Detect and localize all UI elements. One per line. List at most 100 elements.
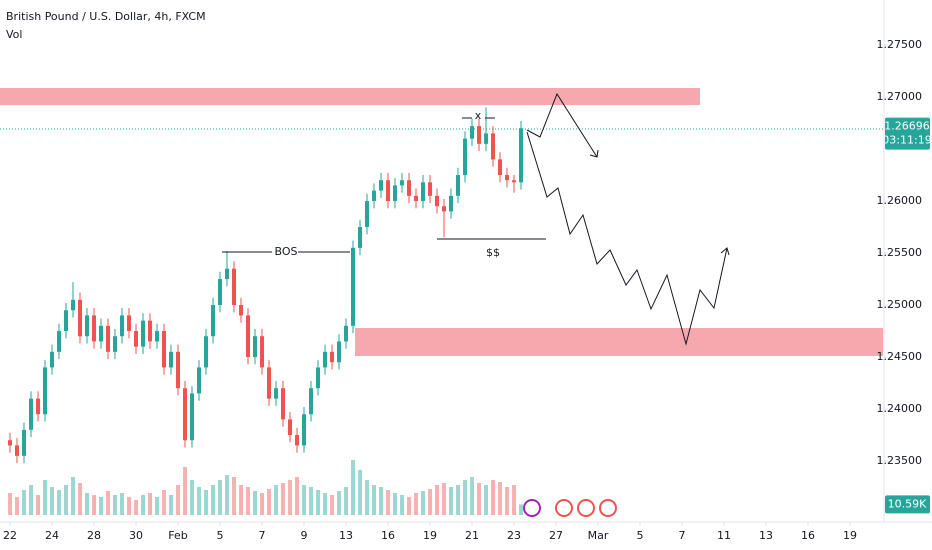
volume-bar xyxy=(288,480,293,515)
volume-bar xyxy=(449,487,454,515)
x-tick-label: 5 xyxy=(217,529,224,542)
candle-body xyxy=(253,336,258,358)
y-tick-label: 1.23500 xyxy=(877,454,923,467)
candle-body xyxy=(267,367,272,399)
candle-body xyxy=(22,429,27,456)
candle-body xyxy=(8,440,13,446)
x-tick-label: Feb xyxy=(168,529,187,542)
candle-body xyxy=(428,182,433,196)
volume-bar xyxy=(491,480,496,515)
volume-bar xyxy=(169,495,174,515)
candle-body xyxy=(365,201,370,228)
volume-bar xyxy=(260,493,265,515)
volume-bar xyxy=(232,477,237,515)
candle-body xyxy=(15,445,20,456)
volume-bar xyxy=(442,483,447,515)
candle-body xyxy=(36,398,41,415)
candle-body xyxy=(449,195,454,212)
supply-zone xyxy=(0,88,700,105)
event-icon xyxy=(555,499,573,517)
volume-bar xyxy=(428,489,433,515)
candle-body xyxy=(64,310,69,332)
candle-body xyxy=(246,315,251,358)
x-tick-label: 24 xyxy=(45,529,59,542)
candle-body xyxy=(169,351,174,368)
candle-body xyxy=(57,331,62,352)
candle-body xyxy=(407,180,412,196)
x-tick-label: 16 xyxy=(381,529,395,542)
volume-bar xyxy=(57,490,62,515)
annotation: BOS xyxy=(275,245,298,258)
volume-bar xyxy=(141,495,146,515)
volume-bar xyxy=(463,480,468,515)
candle-body xyxy=(176,351,181,389)
candle-body xyxy=(379,180,384,191)
volume-bar xyxy=(379,487,384,515)
candle-body xyxy=(519,128,524,183)
candle-body xyxy=(400,180,405,186)
candle-body xyxy=(218,279,223,306)
candle-body xyxy=(505,175,510,181)
volume-bar xyxy=(407,497,412,515)
volume-bar xyxy=(456,485,461,515)
volume-bar xyxy=(330,495,335,515)
volume-bar xyxy=(316,490,321,515)
arrow-head xyxy=(589,149,599,158)
price-box xyxy=(885,117,930,150)
volume-bar xyxy=(162,490,167,515)
demand-zone xyxy=(355,328,883,356)
candle-body xyxy=(309,388,314,415)
candle-body xyxy=(29,398,34,430)
x-tick-label: 11 xyxy=(717,529,731,542)
y-tick-label: 1.27000 xyxy=(877,90,923,103)
x-tick-label: 5 xyxy=(637,529,644,542)
volume-bar xyxy=(351,460,356,515)
candle-body xyxy=(274,388,279,399)
y-tick-label: 1.24500 xyxy=(877,350,923,363)
candle-body xyxy=(43,367,48,415)
candle-body xyxy=(358,227,363,248)
candle-body xyxy=(141,320,146,347)
candle-body xyxy=(337,341,342,363)
volume-bar xyxy=(176,485,181,515)
candle-body xyxy=(372,190,377,202)
candle-body xyxy=(78,299,83,337)
candle-body xyxy=(92,315,97,342)
candle-body xyxy=(162,331,167,368)
volume-bar xyxy=(505,487,510,515)
annotation: $$ xyxy=(486,246,500,259)
volume-bar xyxy=(358,470,363,515)
candle-body xyxy=(120,315,125,337)
x-tick-label: 7 xyxy=(259,529,266,542)
candle-body xyxy=(225,268,230,280)
volume-bar xyxy=(470,477,475,515)
volume-bar xyxy=(435,485,440,515)
candle-body xyxy=(197,367,202,394)
volume-bar xyxy=(393,493,398,515)
volume-bar xyxy=(113,495,118,515)
candle-body xyxy=(211,305,216,337)
volume-bar xyxy=(85,493,90,515)
volume-bar xyxy=(22,490,27,515)
volume-bar xyxy=(498,482,503,515)
candle-body xyxy=(463,138,468,176)
volume-bar xyxy=(274,485,279,515)
volume-bar xyxy=(8,493,13,515)
candle-body xyxy=(435,195,440,207)
volume-bar xyxy=(386,490,391,515)
candle-body xyxy=(183,388,188,441)
x-tick-label: 22 xyxy=(3,529,17,542)
x-tick-label: 21 xyxy=(465,529,479,542)
volume-bar xyxy=(197,487,202,515)
volume-bar xyxy=(225,475,230,515)
countdown-text: 03:11:19 xyxy=(882,134,931,147)
volume-bar xyxy=(29,485,34,515)
candle-body xyxy=(393,185,398,202)
candle-body xyxy=(288,419,293,436)
x-tick-label: 28 xyxy=(87,529,101,542)
x-tick-label: 7 xyxy=(679,529,686,542)
volume-bar xyxy=(218,480,223,515)
candle-body xyxy=(134,331,139,347)
